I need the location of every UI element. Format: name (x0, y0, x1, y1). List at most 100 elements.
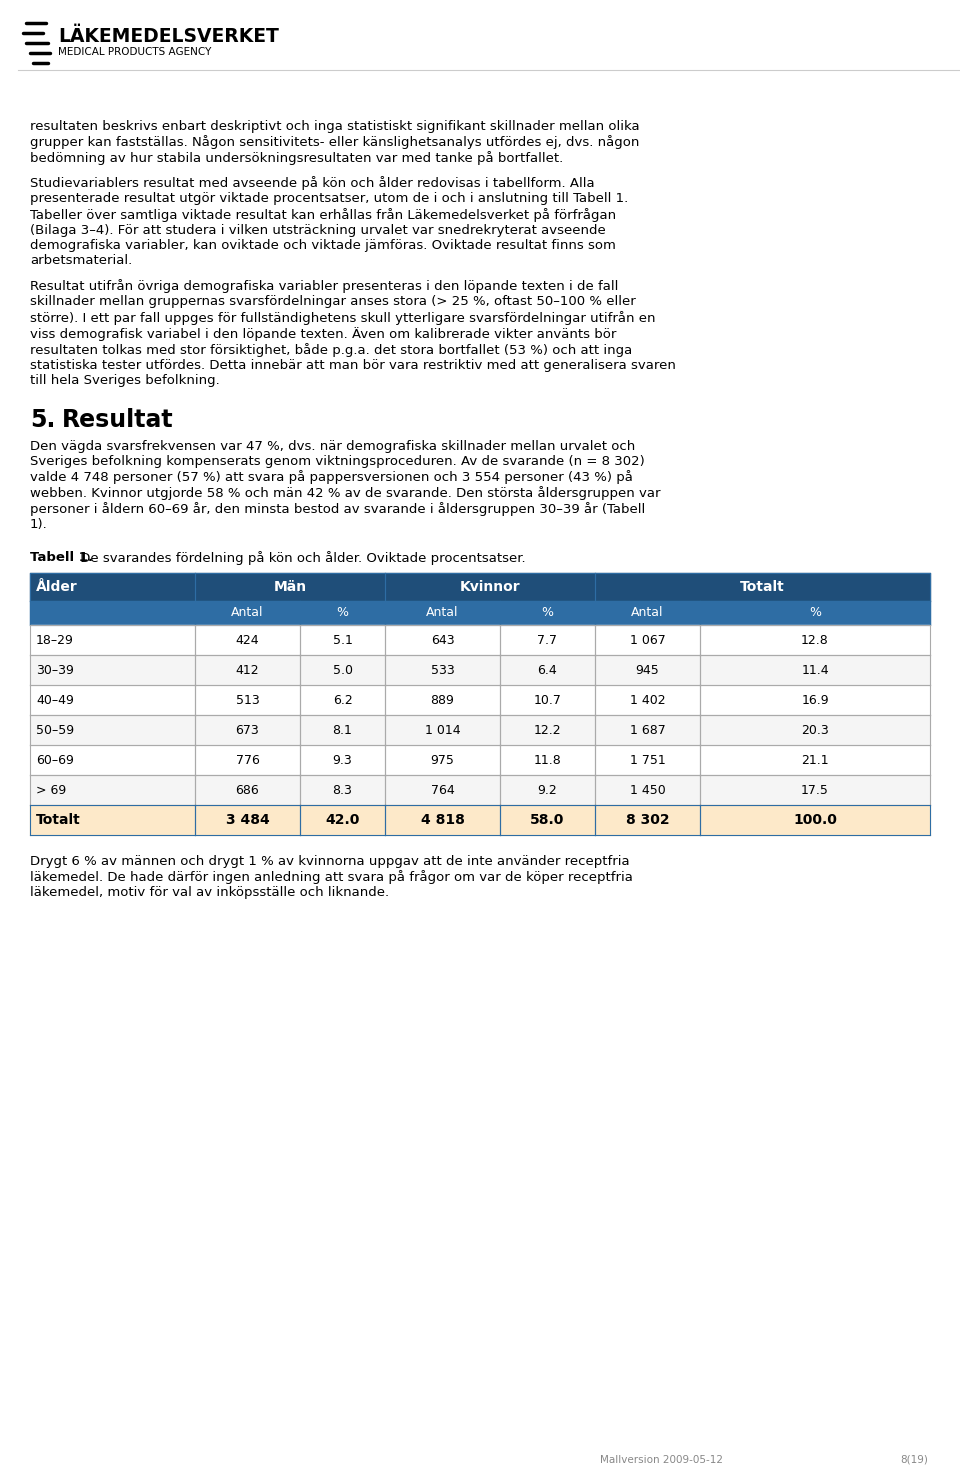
Bar (300, 685, 385, 715)
Text: 975: 975 (431, 753, 454, 767)
Text: 8 302: 8 302 (626, 812, 669, 827)
Text: 1 687: 1 687 (630, 724, 665, 737)
Text: 1 450: 1 450 (630, 783, 665, 796)
Text: 5.: 5. (30, 408, 56, 431)
Bar (385, 805, 500, 835)
Bar (385, 601, 500, 625)
Bar (700, 601, 930, 625)
Bar (500, 805, 595, 835)
Text: 6.2: 6.2 (332, 694, 352, 706)
Bar (300, 805, 385, 835)
Bar (700, 805, 930, 835)
Bar (195, 685, 300, 715)
Bar (500, 744, 595, 775)
Text: %: % (541, 607, 554, 619)
Bar (595, 573, 930, 601)
Text: Kvinnor: Kvinnor (460, 580, 520, 594)
Text: 40–49: 40–49 (36, 694, 74, 706)
Text: 12.8: 12.8 (802, 634, 828, 647)
Text: 11.8: 11.8 (534, 753, 562, 767)
Text: 50–59: 50–59 (36, 724, 74, 737)
Bar (30, 775, 195, 805)
Bar (300, 775, 385, 805)
Text: 10.7: 10.7 (534, 694, 562, 706)
Bar (385, 775, 500, 805)
Bar (500, 775, 595, 805)
Bar (595, 744, 700, 775)
Bar (300, 654, 385, 685)
Text: 8.1: 8.1 (332, 724, 352, 737)
Text: 60–69: 60–69 (36, 753, 74, 767)
Text: 1 067: 1 067 (630, 634, 665, 647)
Text: 30–39: 30–39 (36, 663, 74, 676)
Text: 20.3: 20.3 (802, 724, 828, 737)
Bar (30, 685, 195, 715)
Text: %: % (809, 607, 821, 619)
Text: 424: 424 (236, 634, 259, 647)
Text: Antal: Antal (231, 607, 264, 619)
Text: 58.0: 58.0 (530, 812, 564, 827)
Bar (500, 654, 595, 685)
Text: Den vägda svarsfrekvensen var 47 %, dvs. när demografiska skillnader mellan urva: Den vägda svarsfrekvensen var 47 %, dvs.… (30, 440, 660, 532)
Text: 8.3: 8.3 (332, 783, 352, 796)
Bar (595, 654, 700, 685)
Bar (500, 601, 595, 625)
Text: Totalt: Totalt (36, 812, 81, 827)
Bar (30, 805, 195, 835)
Text: 1 751: 1 751 (630, 753, 665, 767)
Bar (30, 601, 195, 625)
Bar (595, 775, 700, 805)
Bar (500, 685, 595, 715)
Bar (385, 715, 500, 744)
Text: 412: 412 (236, 663, 259, 676)
Text: Män: Män (274, 580, 306, 594)
Bar (195, 601, 300, 625)
Text: LÄKEMEDELSVERKET: LÄKEMEDELSVERKET (58, 27, 278, 46)
Bar (595, 715, 700, 744)
Bar (595, 625, 700, 654)
Text: 42.0: 42.0 (325, 812, 360, 827)
Text: Resultat: Resultat (62, 408, 174, 431)
Text: 643: 643 (431, 634, 454, 647)
Text: 1 014: 1 014 (424, 724, 460, 737)
Bar (195, 625, 300, 654)
Bar (385, 685, 500, 715)
Text: 9.3: 9.3 (332, 753, 352, 767)
Text: 3 484: 3 484 (226, 812, 270, 827)
Bar (595, 685, 700, 715)
Text: Ålder: Ålder (36, 580, 78, 594)
Bar (595, 601, 700, 625)
Bar (300, 601, 385, 625)
Bar (195, 715, 300, 744)
Text: 21.1: 21.1 (802, 753, 828, 767)
Bar (385, 654, 500, 685)
Bar (195, 573, 385, 601)
Text: 5.1: 5.1 (332, 634, 352, 647)
Text: Tabell 1.: Tabell 1. (30, 551, 93, 564)
Bar (30, 744, 195, 775)
Bar (700, 625, 930, 654)
Bar (30, 654, 195, 685)
Text: 18–29: 18–29 (36, 634, 74, 647)
Text: 8(19): 8(19) (900, 1455, 928, 1465)
Text: 889: 889 (431, 694, 454, 706)
Bar (300, 625, 385, 654)
Bar (385, 625, 500, 654)
Text: MEDICAL PRODUCTS AGENCY: MEDICAL PRODUCTS AGENCY (58, 47, 211, 58)
Bar (195, 805, 300, 835)
Text: 16.9: 16.9 (802, 694, 828, 706)
Text: Mallversion 2009-05-12: Mallversion 2009-05-12 (600, 1455, 723, 1465)
Bar (30, 573, 195, 601)
Text: 776: 776 (235, 753, 259, 767)
Text: 12.2: 12.2 (534, 724, 562, 737)
Text: 6.4: 6.4 (538, 663, 558, 676)
Text: 945: 945 (636, 663, 660, 676)
Text: 5.0: 5.0 (332, 663, 352, 676)
Bar (385, 744, 500, 775)
Text: Antal: Antal (426, 607, 459, 619)
Bar (595, 805, 700, 835)
Bar (700, 715, 930, 744)
Text: Antal: Antal (632, 607, 663, 619)
Text: %: % (337, 607, 348, 619)
Text: 513: 513 (235, 694, 259, 706)
